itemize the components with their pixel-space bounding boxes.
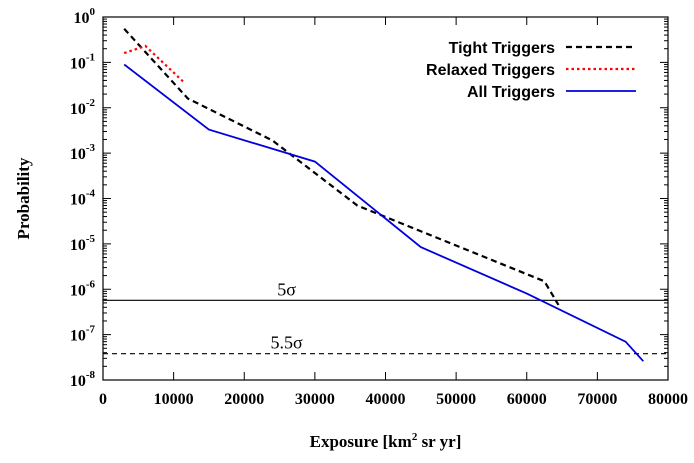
y-tick-label: 10-3 <box>70 142 96 163</box>
y-tick-labels: 100 10-1 10-2 10-3 10-4 10-5 10-6 10-7 10-8 <box>70 6 96 390</box>
x-axis-title: Exposure [km2 sr yr] <box>310 431 462 451</box>
y-tick-label: 10-7 <box>70 324 96 345</box>
y-tick-label: 10-1 <box>70 51 95 72</box>
x-tick-label: 20000 <box>224 391 264 408</box>
reference-lines: 5σ 5.5σ <box>103 279 668 355</box>
x-tick-labels: 0 10000 20000 30000 40000 50000 60000 70000 8000… <box>99 391 688 408</box>
y-tick-label: 100 <box>74 6 96 27</box>
x-tick-label: 30000 <box>295 391 335 408</box>
y-tick-label: 10-6 <box>70 278 96 299</box>
series-line <box>123 28 560 306</box>
x-tick-label: 50000 <box>436 391 476 408</box>
x-tick-label: 60000 <box>507 391 547 408</box>
legend-label: All Triggers <box>467 84 555 101</box>
series-line <box>123 63 644 362</box>
x-tick-label: 70000 <box>577 391 617 408</box>
legend-label: Tight Triggers <box>449 40 555 57</box>
axis-ticks <box>102 16 669 381</box>
x-tick-label: 0 <box>99 391 107 408</box>
legend-label: Relaxed Triggers <box>426 62 555 79</box>
series-line <box>123 44 185 84</box>
x-tick-label: 10000 <box>154 391 194 408</box>
reference-line-label: 5σ <box>277 279 296 299</box>
series-lines <box>123 28 644 362</box>
reference-line-label: 5.5σ <box>271 333 304 353</box>
legend: Tight Triggers Relaxed Triggers All Trigge… <box>426 40 636 101</box>
x-tick-label: 80000 <box>648 391 688 408</box>
y-tick-label: 10-8 <box>70 369 96 390</box>
y-tick-label: 10-4 <box>70 188 96 209</box>
y-axis-title: Probability <box>14 157 33 239</box>
y-tick-label: 10-2 <box>70 97 96 118</box>
x-tick-label: 40000 <box>366 391 406 408</box>
plot-frame <box>102 16 669 381</box>
y-tick-label: 10-5 <box>70 233 96 254</box>
